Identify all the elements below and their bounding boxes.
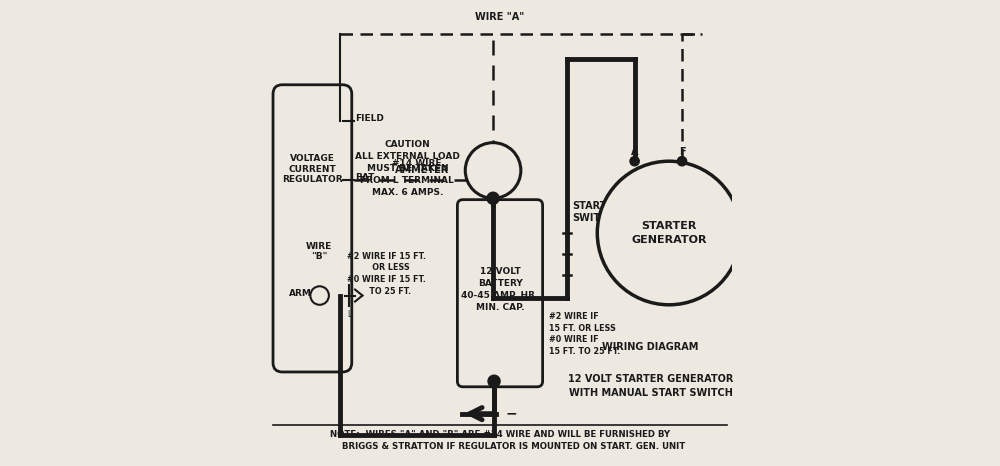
Text: BAT: BAT — [355, 173, 375, 182]
Text: STARTER
SWITCH: STARTER SWITCH — [573, 201, 621, 223]
Circle shape — [487, 192, 499, 204]
Text: #2 WIRE IF 15 FT.
   OR LESS
#0 WIRE IF 15 FT.
   TO 25 FT.: #2 WIRE IF 15 FT. OR LESS #0 WIRE IF 15 … — [347, 252, 426, 296]
Text: F: F — [679, 147, 685, 157]
Circle shape — [630, 157, 639, 166]
Text: +: + — [494, 184, 506, 199]
Text: 12 VOLT
BATTERY
40-45 AMP. HR.
MIN. CAP.: 12 VOLT BATTERY 40-45 AMP. HR. MIN. CAP. — [461, 267, 539, 312]
FancyBboxPatch shape — [273, 85, 352, 372]
Text: #14 WIRE: #14 WIRE — [392, 159, 441, 168]
Text: STARTER
GENERATOR: STARTER GENERATOR — [631, 221, 707, 245]
Circle shape — [677, 157, 687, 166]
Text: ARM: ARM — [289, 289, 312, 298]
Text: WIRE "A": WIRE "A" — [475, 12, 525, 22]
Text: CAUTION
ALL EXTERNAL LOAD
MUST BE TAKEN
FROM L TERMINAL
MAX. 6 AMPS.: CAUTION ALL EXTERNAL LOAD MUST BE TAKEN … — [355, 140, 460, 197]
Text: WIRING DIAGRAM: WIRING DIAGRAM — [602, 342, 699, 352]
Text: WIRE
"B": WIRE "B" — [306, 242, 332, 261]
Text: NOTE:  WIRES "A" AND "B" ARE #14 WIRE AND WILL BE FURNISHED BY
         BRIGGS &: NOTE: WIRES "A" AND "B" ARE #14 WIRE AND… — [315, 430, 685, 452]
Circle shape — [597, 161, 741, 305]
Text: −: − — [506, 407, 517, 421]
Text: #2 WIRE IF
15 FT. OR LESS
#0 WIRE IF
15 FT. TO 25 FT.: #2 WIRE IF 15 FT. OR LESS #0 WIRE IF 15 … — [549, 312, 620, 356]
Text: L: L — [347, 310, 352, 319]
FancyBboxPatch shape — [457, 199, 543, 387]
Text: A: A — [631, 147, 638, 157]
Text: VOLTAGE
CURRENT
REGULATOR: VOLTAGE CURRENT REGULATOR — [282, 154, 343, 184]
Text: AMMETER: AMMETER — [395, 165, 449, 176]
Circle shape — [465, 143, 521, 198]
Text: FIELD: FIELD — [355, 114, 384, 123]
Circle shape — [488, 375, 500, 387]
Text: 12 VOLT STARTER GENERATOR
WITH MANUAL START SWITCH: 12 VOLT STARTER GENERATOR WITH MANUAL ST… — [568, 374, 733, 398]
